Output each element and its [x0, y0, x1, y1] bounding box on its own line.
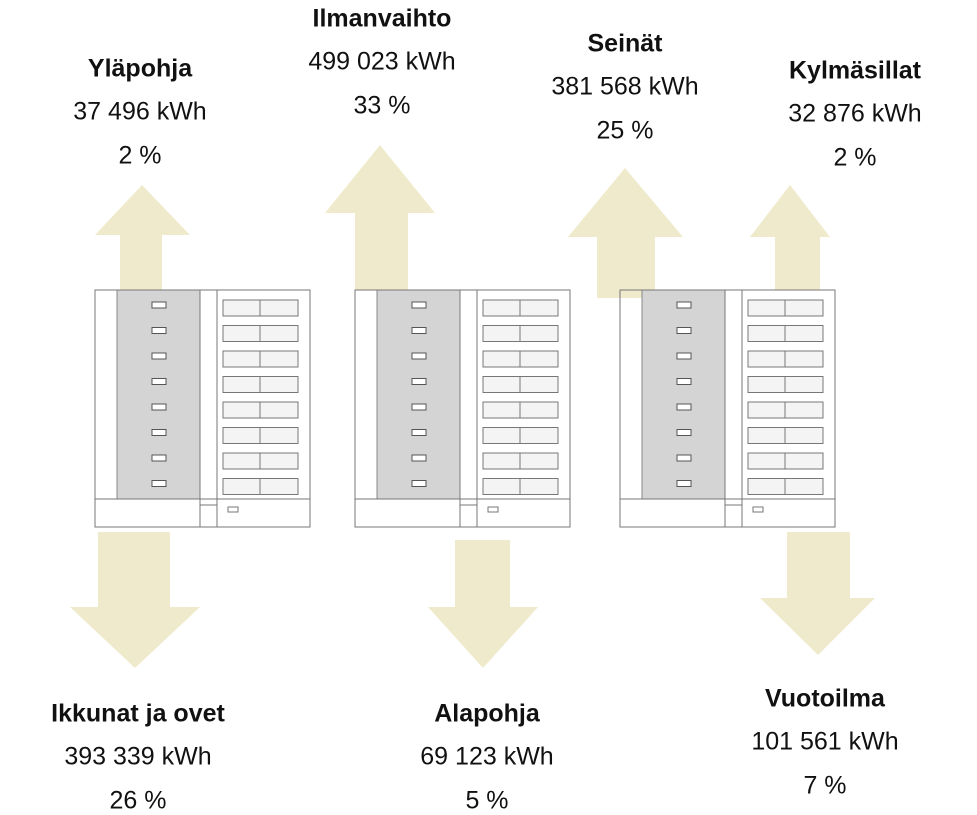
- label-energy: 32 876 kWh: [788, 100, 921, 128]
- small-window: [411, 327, 427, 334]
- label-name: Ikkunat ja ovet: [51, 700, 225, 728]
- building: [619, 289, 836, 528]
- label-energy: 37 496 kWh: [73, 98, 206, 126]
- arrow-up: [750, 185, 830, 290]
- arrow-up: [325, 145, 435, 290]
- label-share: 2 %: [833, 144, 876, 172]
- label-name: Alapohja: [434, 700, 541, 728]
- small-window: [411, 301, 427, 309]
- small-window: [411, 403, 427, 411]
- small-window: [676, 480, 692, 487]
- label-name: Ilmanvaihto: [313, 5, 452, 33]
- label-name: Vuotoilma: [765, 685, 886, 713]
- small-window: [151, 403, 167, 411]
- hatched-facade: [641, 289, 726, 500]
- arrow-down: [70, 532, 200, 668]
- label-energy: 381 568 kWh: [551, 73, 698, 101]
- small-window: [151, 480, 167, 487]
- building: [354, 289, 571, 528]
- small-window: [676, 454, 692, 462]
- small-window: [411, 480, 427, 487]
- small-window: [411, 429, 427, 436]
- small-window: [676, 403, 692, 411]
- sign: [227, 506, 239, 513]
- small-window: [411, 352, 427, 360]
- label-energy: 101 561 kWh: [751, 728, 898, 756]
- label-energy: 393 339 kWh: [64, 743, 211, 771]
- hatched-facade: [116, 289, 201, 500]
- label-share: 2 %: [118, 142, 161, 170]
- label-share: 5 %: [465, 787, 508, 815]
- arrows: [70, 145, 875, 668]
- small-window: [151, 454, 167, 462]
- label-share: 33 %: [354, 92, 411, 120]
- small-window: [151, 327, 167, 334]
- label-name: Seinät: [587, 30, 663, 58]
- label-name: Kylmäsillat: [789, 57, 922, 85]
- label-share: 7 %: [803, 772, 846, 800]
- small-window: [676, 378, 692, 385]
- sign: [752, 506, 764, 513]
- label-energy: 499 023 kWh: [308, 48, 455, 76]
- entrance: [459, 504, 478, 528]
- arrow-up: [95, 185, 190, 290]
- label-share: 25 %: [597, 117, 654, 145]
- label-name: Yläpohja: [88, 55, 193, 83]
- hatched-facade: [376, 289, 461, 500]
- small-window: [411, 454, 427, 462]
- label-energy: 69 123 kWh: [420, 743, 553, 771]
- entrance: [724, 504, 743, 528]
- small-window: [151, 429, 167, 436]
- small-window: [411, 378, 427, 385]
- label-share: 26 %: [110, 787, 167, 815]
- small-window: [676, 352, 692, 360]
- sign: [487, 506, 499, 513]
- small-window: [676, 301, 692, 309]
- small-window: [676, 327, 692, 334]
- arrow-down: [760, 532, 875, 655]
- arrow-up: [568, 168, 683, 298]
- small-window: [151, 301, 167, 309]
- buildings: [94, 289, 836, 528]
- small-window: [151, 352, 167, 360]
- arrow-down: [428, 540, 538, 668]
- building: [94, 289, 311, 528]
- small-window: [151, 378, 167, 385]
- small-window: [676, 429, 692, 436]
- entrance: [199, 504, 218, 528]
